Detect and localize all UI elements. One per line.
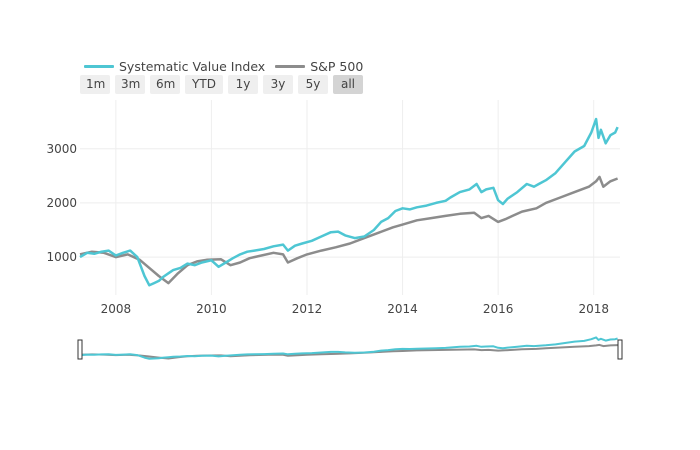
legend-swatch-sp500 [275,64,306,68]
axes: 2008 2010 2012 2014 2016 2018 1000 2000 3000 [46,142,609,316]
range-button-3y[interactable]: 3y [263,75,293,94]
y-tick-label: 3000 [46,142,77,156]
range-selector: 1m 3m 6m YTD 1y 3y 5y all [80,75,368,94]
gridlines [80,100,620,295]
range-slider-left-handle[interactable] [77,339,83,360]
range-button-1m[interactable]: 1m [80,75,110,94]
range-slider-right-handle[interactable] [617,339,623,360]
plot-area[interactable] [79,117,619,287]
range-button-all[interactable]: all [333,75,363,94]
x-tick-label: 2012 [292,302,323,316]
series-line-systematic-value-index[interactable] [79,117,619,287]
x-tick-label: 2016 [483,302,514,316]
y-tick-label: 1000 [46,250,77,264]
x-tick-label: 2010 [196,302,227,316]
x-tick-label: 2008 [101,302,132,316]
range-button-1y[interactable]: 1y [228,75,258,94]
legend-label-systematic-value-index: Systematic Value Index [119,58,266,74]
series-line-s-p-500[interactable] [79,175,619,285]
x-tick-label: 2018 [578,302,609,316]
x-tick-label: 2014 [387,302,418,316]
legend-item-systematic-value-index[interactable]: Systematic Value Index [84,59,265,74]
legend: Systematic Value Index S&P 500 [84,57,373,75]
range-button-5y[interactable]: 5y [298,75,328,94]
legend-swatch-systematic-value-index [84,64,114,68]
range-button-6m[interactable]: 6m [150,75,180,94]
y-tick-label: 2000 [46,196,77,210]
range-slider[interactable] [77,336,623,360]
range-button-3m[interactable]: 3m [115,75,145,94]
legend-label-sp500: S&P 500 [310,58,364,74]
range-button-ytd[interactable]: YTD [185,75,223,94]
slider-line-systematic-value-index [79,336,618,360]
legend-item-sp500[interactable]: S&P 500 [275,59,363,74]
